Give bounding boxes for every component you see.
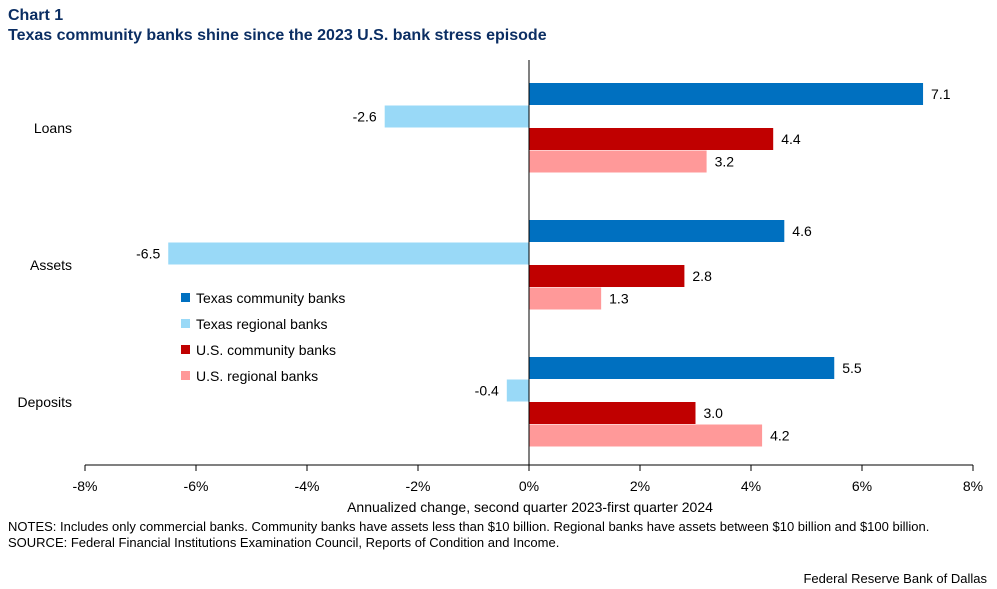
value-label-loans-texas-regional-banks: -2.6 — [353, 109, 377, 125]
bar-deposits-u-s-regional-banks — [529, 424, 763, 447]
bar-loans-u-s-community-banks — [529, 128, 774, 150]
x-tick-label: -6% — [184, 478, 209, 494]
legend-label-texas-regional-banks: Texas regional banks — [196, 316, 328, 332]
value-label-deposits-texas-regional-banks: -0.4 — [475, 383, 499, 399]
bar-deposits-texas-community-banks — [529, 357, 835, 379]
legend-swatch-texas-regional-banks — [181, 319, 190, 328]
legend-label-u-s-community-banks: U.S. community banks — [196, 342, 336, 358]
value-label-deposits-u-s-regional-banks: 4.2 — [770, 428, 790, 444]
category-label-assets: Assets — [30, 257, 72, 273]
value-label-loans-texas-community-banks: 7.1 — [931, 86, 951, 102]
bar-chart: 7.1-2.64.43.24.6-6.52.81.35.5-0.43.04.2 … — [18, 60, 983, 515]
x-tick-label: -2% — [406, 478, 431, 494]
notes-text: NOTES: Includes only commercial banks. C… — [8, 519, 930, 534]
value-label-deposits-texas-community-banks: 5.5 — [842, 360, 862, 376]
legend: Texas community banks Texas regional bank… — [181, 290, 345, 384]
x-tick-label: -8% — [73, 478, 98, 494]
category-label-loans: Loans — [34, 120, 72, 136]
value-labels-layer: 7.1 -2.6 4.4 3.2 4.6 -6.5 2.8 1.3 5.5 -0.4 3.0 4.2 — [136, 86, 951, 444]
source-text: SOURCE: Federal Financial Institutions E… — [8, 535, 560, 550]
legend-swatch-u-s-regional-banks — [181, 371, 190, 380]
value-label-loans-u-s-community-banks: 4.4 — [781, 131, 801, 147]
x-tick-label: -4% — [295, 478, 320, 494]
value-label-assets-u-s-regional-banks: 1.3 — [609, 291, 629, 307]
bar-assets-texas-regional-banks — [168, 242, 529, 265]
bar-assets-u-s-regional-banks — [529, 287, 602, 310]
x-axis: -8% -6% -4% -2% 0% 2% 4% 6% 8% — [73, 60, 983, 494]
legend-swatch-u-s-community-banks — [181, 345, 190, 354]
chart-label: Chart 1 — [8, 7, 64, 24]
value-label-assets-u-s-community-banks: 2.8 — [692, 268, 712, 284]
bars-layer — [168, 83, 924, 447]
value-label-assets-texas-regional-banks: -6.5 — [136, 246, 160, 262]
credit: Federal Reserve Bank of Dallas — [803, 571, 987, 586]
x-axis-title: Annualized change, second quarter 2023-f… — [347, 499, 713, 515]
bar-deposits-texas-regional-banks — [506, 379, 529, 402]
title-block: Chart 1 Texas community banks shine sinc… — [8, 6, 547, 46]
x-tick-label: 6% — [852, 478, 872, 494]
legend-swatch-texas-community-banks — [181, 293, 190, 302]
x-tick-label: 8% — [963, 478, 983, 494]
x-tick-label: 0% — [519, 478, 539, 494]
category-label-deposits: Deposits — [18, 394, 72, 410]
bar-assets-u-s-community-banks — [529, 265, 685, 287]
notes: NOTES: Includes only commercial banks. C… — [8, 519, 978, 551]
value-label-assets-texas-community-banks: 4.6 — [792, 223, 812, 239]
legend-label-texas-community-banks: Texas community banks — [196, 290, 345, 306]
legend-label-u-s-regional-banks: U.S. regional banks — [196, 368, 318, 384]
x-tick-label: 4% — [741, 478, 761, 494]
value-label-deposits-u-s-community-banks: 3.0 — [704, 405, 724, 421]
x-tick-label: 2% — [630, 478, 650, 494]
bar-assets-texas-community-banks — [529, 220, 785, 242]
bar-loans-u-s-regional-banks — [529, 150, 707, 173]
value-label-loans-u-s-regional-banks: 3.2 — [715, 154, 735, 170]
bar-loans-texas-community-banks — [529, 83, 924, 105]
chart-title: Texas community banks shine since the 20… — [8, 27, 547, 44]
bar-deposits-u-s-community-banks — [529, 402, 696, 424]
category-labels: Loans Assets Deposits — [18, 120, 72, 410]
bar-loans-texas-regional-banks — [384, 105, 529, 128]
